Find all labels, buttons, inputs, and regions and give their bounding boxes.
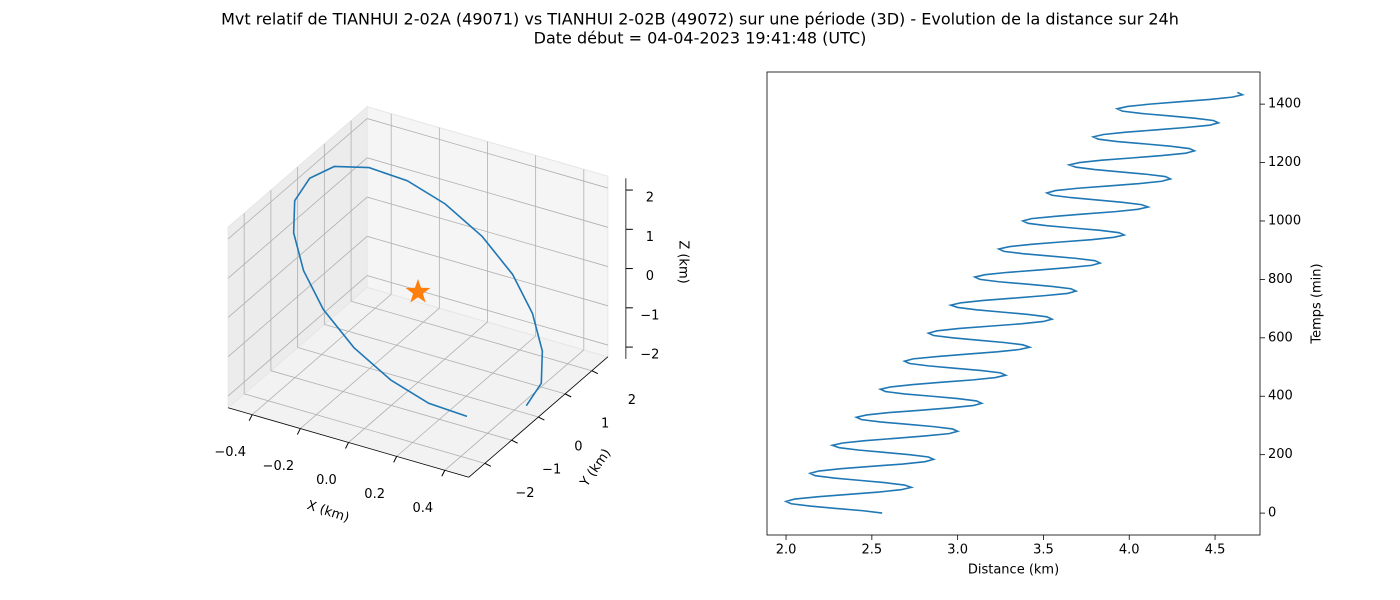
grid-line bbox=[270, 370, 512, 441]
axis-line bbox=[228, 407, 469, 478]
grid-line bbox=[367, 275, 608, 346]
y-tick-label: 0 bbox=[574, 440, 582, 455]
tick-mark bbox=[538, 416, 545, 421]
grid-line bbox=[227, 236, 368, 357]
y-tick-label: 1 bbox=[601, 416, 609, 431]
x-tick-label: −0.4 bbox=[214, 445, 246, 460]
x-axis-label: Distance (km) bbox=[968, 563, 1059, 578]
grid-line bbox=[324, 323, 566, 395]
x-tick-label: 4.5 bbox=[1205, 543, 1226, 558]
grid-line bbox=[350, 300, 592, 372]
y-tick-label: −1 bbox=[542, 463, 561, 478]
y-tick-label: 2 bbox=[628, 393, 636, 408]
axis-line bbox=[468, 356, 609, 478]
x-tick-label: −0.2 bbox=[263, 459, 295, 474]
star-marker bbox=[405, 279, 431, 303]
y-tick-label: 1000 bbox=[1268, 213, 1301, 228]
z-axis-label: Z (km) bbox=[676, 240, 691, 283]
x-tick-label: 2.5 bbox=[862, 543, 883, 558]
grid-line bbox=[227, 157, 368, 279]
y-tick-label: 400 bbox=[1268, 389, 1293, 404]
x-tick-label: 3.5 bbox=[1033, 543, 1054, 558]
tick-mark bbox=[296, 428, 301, 435]
x-tick-label: 3.0 bbox=[947, 543, 968, 558]
grid-line bbox=[367, 118, 608, 189]
z-tick-label: 0 bbox=[646, 269, 654, 284]
y-axis-label: Temps (min) bbox=[1310, 263, 1325, 344]
distance-line bbox=[783, 91, 1245, 514]
grid-line bbox=[227, 118, 368, 240]
z-tick-label: 1 bbox=[646, 230, 654, 245]
plot-frame bbox=[766, 71, 1261, 536]
x-tick-label: 0.4 bbox=[412, 501, 433, 516]
tick-mark bbox=[564, 393, 572, 398]
tick-mark bbox=[591, 370, 599, 375]
grid-line bbox=[227, 196, 368, 318]
grid-line bbox=[367, 157, 608, 228]
grid-line bbox=[367, 196, 608, 267]
orbit-line bbox=[292, 165, 544, 418]
y-tick-label: −2 bbox=[515, 486, 534, 501]
y-tick-label: 1200 bbox=[1268, 155, 1301, 170]
grid-line bbox=[297, 347, 539, 418]
y-tick-label: 600 bbox=[1268, 330, 1293, 345]
y-tick-label: 800 bbox=[1268, 272, 1293, 287]
y-tick-label: 200 bbox=[1268, 447, 1293, 462]
figure-subtitle: Date début = 04-04-2023 19:41:48 (UTC) bbox=[534, 29, 867, 48]
tick-mark bbox=[393, 456, 398, 463]
y-tick-label: 0 bbox=[1268, 506, 1276, 521]
tick-mark bbox=[511, 439, 518, 444]
z-tick-label: 2 bbox=[646, 191, 654, 206]
x-tick-label: 4.0 bbox=[1119, 543, 1140, 558]
x-tick-label: 0.2 bbox=[364, 487, 385, 502]
tick-mark bbox=[248, 414, 253, 421]
grid-line bbox=[227, 275, 368, 397]
z-tick-label: −2 bbox=[640, 348, 659, 363]
tick-mark bbox=[441, 470, 446, 477]
x-tick-label: 0.0 bbox=[316, 473, 337, 488]
tick-mark bbox=[484, 462, 492, 467]
y-tick-label: 1400 bbox=[1268, 97, 1301, 112]
figure-title: Mvt relatif de TIANHUI 2-02A (49071) vs … bbox=[221, 10, 1179, 29]
grid-line bbox=[244, 393, 486, 464]
grid-line bbox=[367, 235, 608, 307]
z-tick-label: −1 bbox=[640, 308, 659, 323]
tick-mark bbox=[345, 442, 349, 449]
x-tick-label: 2.0 bbox=[776, 543, 797, 558]
